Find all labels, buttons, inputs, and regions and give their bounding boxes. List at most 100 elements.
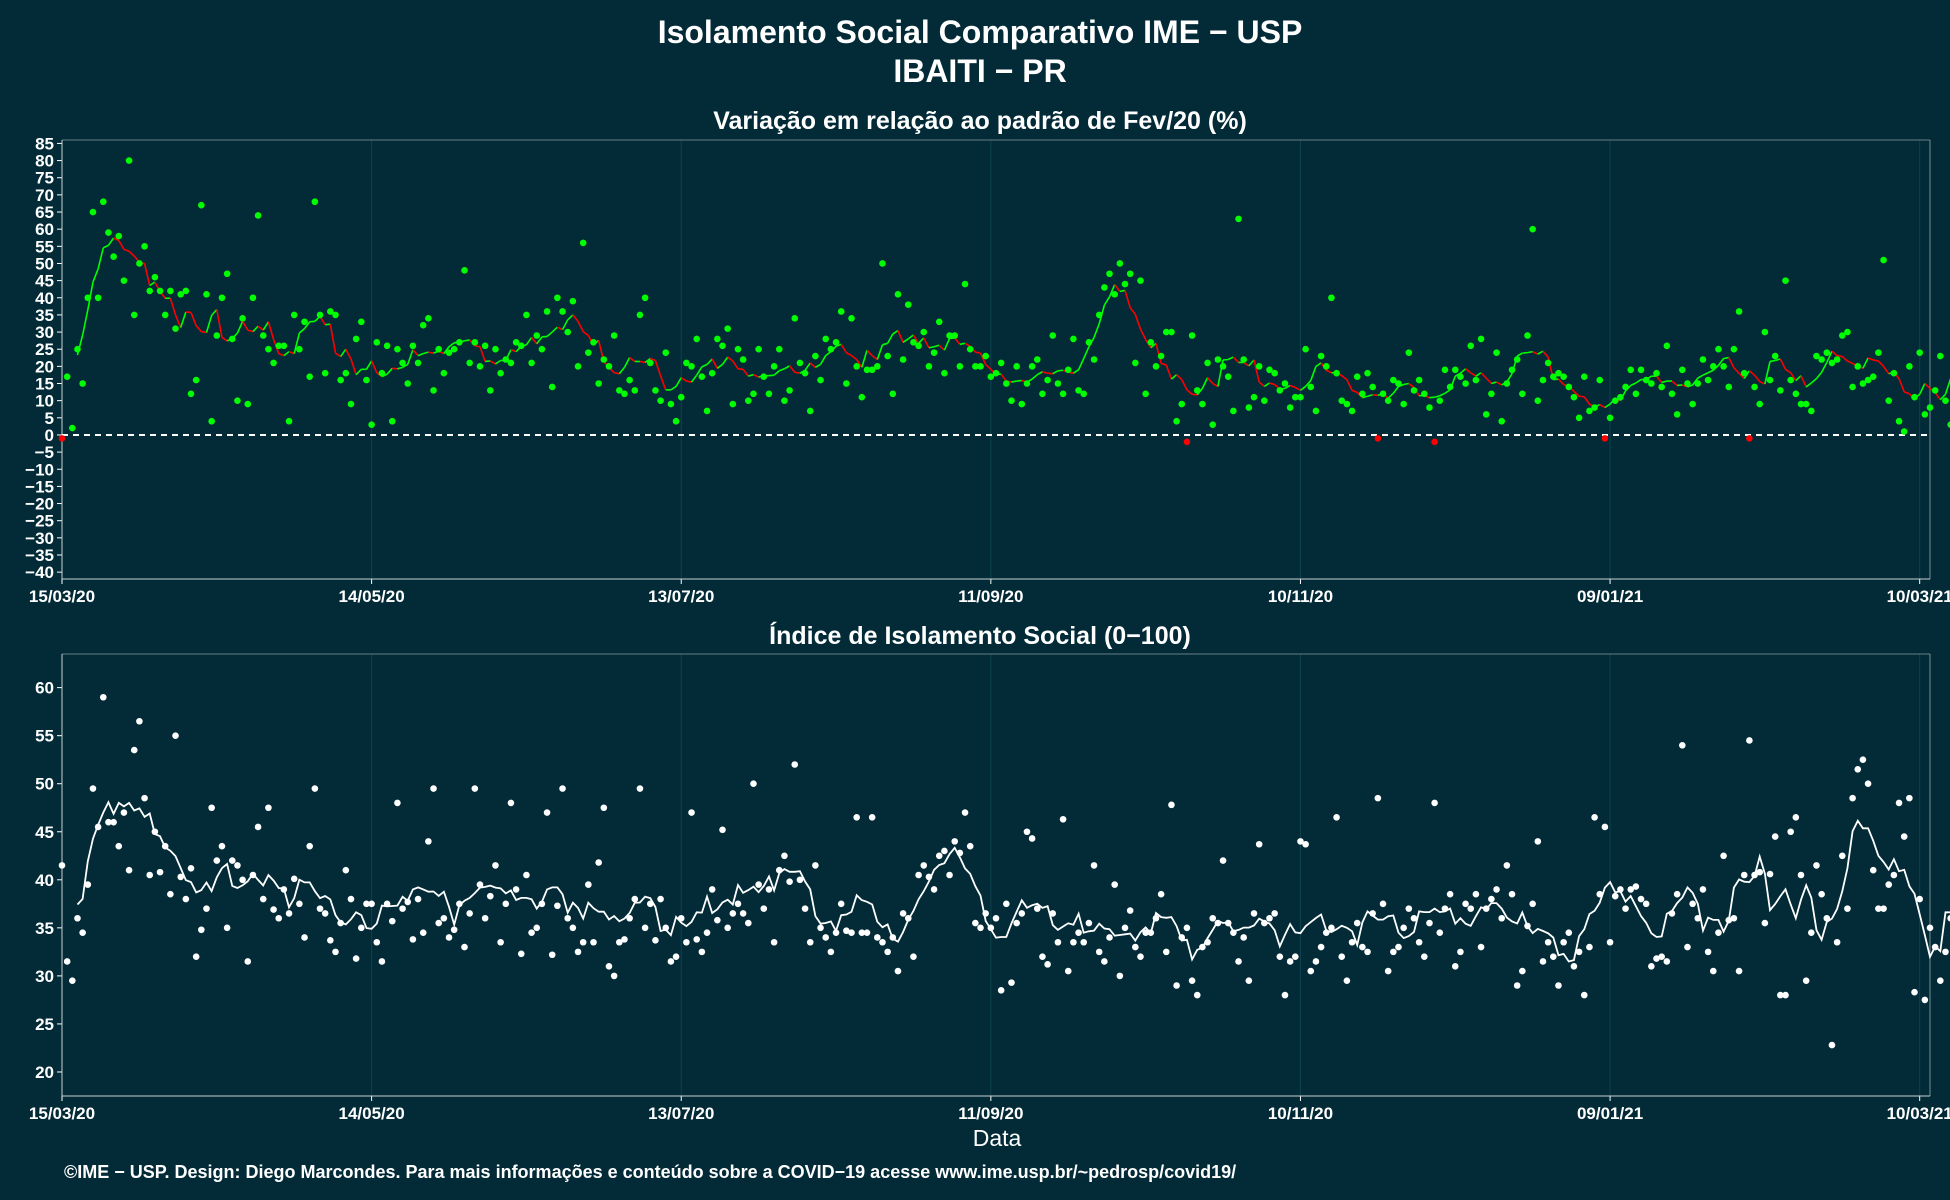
data-point	[512, 339, 520, 346]
data-point	[1240, 934, 1247, 941]
data-point	[1348, 938, 1356, 946]
moving-average-segment	[530, 336, 538, 345]
y-tick-label: −40	[25, 563, 54, 582]
moving-average-segment	[943, 338, 951, 351]
data-point	[1488, 390, 1495, 398]
moving-average-segment	[835, 343, 842, 348]
x-tick-label: 11/09/20	[958, 587, 1023, 606]
data-point	[1250, 910, 1258, 917]
data-point	[94, 294, 102, 302]
data-point	[1281, 991, 1289, 999]
data-point	[1704, 948, 1712, 956]
data-point	[585, 881, 592, 888]
moving-average-segment	[107, 237, 115, 246]
data-point	[1173, 982, 1180, 989]
moving-average-segment	[912, 334, 920, 344]
moving-average-segment	[928, 345, 935, 349]
data-point	[853, 363, 860, 370]
data-point	[1039, 390, 1046, 398]
data-point	[1023, 380, 1031, 387]
chart-title: Isolamento Social Comparativo IME − USP	[658, 14, 1303, 50]
moving-average-segment	[1738, 372, 1745, 380]
y-tick-label: 85	[35, 134, 54, 153]
data-point	[605, 962, 613, 970]
data-point	[564, 914, 572, 922]
data-point	[1735, 967, 1743, 975]
data-point	[1477, 335, 1485, 343]
data-point	[1121, 280, 1129, 288]
data-point	[1436, 929, 1444, 936]
data-point	[404, 898, 412, 906]
moving-average-segment	[876, 344, 884, 360]
data-point	[1813, 862, 1820, 869]
data-point	[889, 390, 897, 398]
moving-average-segment	[1367, 394, 1373, 398]
data-point	[1049, 910, 1057, 917]
data-point	[1694, 380, 1702, 387]
data-point	[1787, 376, 1794, 384]
data-point	[688, 809, 695, 816]
data-point	[523, 871, 530, 879]
data-point	[125, 866, 133, 874]
moving-average-segment	[546, 331, 553, 338]
data-point	[1586, 943, 1593, 951]
data-point	[688, 363, 695, 370]
data-point	[982, 352, 989, 360]
data-point	[874, 363, 881, 370]
moving-average-segment	[123, 248, 130, 252]
data-point	[1529, 900, 1536, 908]
data-point	[1291, 953, 1299, 960]
data-point	[1746, 737, 1753, 744]
data-point	[1828, 1041, 1836, 1049]
data-point	[1297, 838, 1304, 845]
data-point	[1147, 929, 1155, 936]
moving-average-segment	[1232, 356, 1240, 363]
data-point	[363, 900, 370, 908]
data-point	[347, 400, 355, 408]
data-point	[646, 900, 654, 908]
data-point	[1673, 890, 1681, 898]
moving-average-segment	[1671, 380, 1678, 387]
x-tick-label: 10/11/20	[1268, 587, 1333, 606]
data-point	[1797, 400, 1805, 408]
data-point	[1642, 900, 1650, 908]
moving-average-segment	[1103, 296, 1111, 306]
moving-average-segment	[81, 309, 89, 336]
data-point	[1859, 380, 1867, 387]
moving-average-segment	[809, 362, 816, 368]
moving-average-segment	[1491, 381, 1497, 385]
data-point	[1565, 383, 1573, 391]
data-point	[1214, 356, 1222, 363]
data-point	[306, 842, 313, 850]
data-point	[915, 871, 922, 879]
moving-average-segment	[629, 356, 636, 363]
data-point	[1906, 363, 1913, 370]
data-point	[1622, 383, 1629, 391]
moving-average-segment	[216, 309, 223, 338]
moving-average-segment	[1903, 391, 1910, 395]
data-point	[1070, 938, 1077, 946]
data-point	[1503, 380, 1511, 387]
data-point	[672, 953, 680, 960]
data-point	[1111, 291, 1118, 298]
data-point	[213, 857, 221, 864]
data-point	[662, 349, 670, 356]
moving-average-segment	[329, 324, 337, 354]
moving-average-segment	[856, 359, 863, 368]
data-point	[1348, 407, 1356, 415]
data-point	[1312, 958, 1320, 965]
data-point	[554, 294, 561, 302]
data-point	[1441, 366, 1449, 374]
data-point	[1343, 400, 1351, 408]
moving-average-segment	[1697, 374, 1704, 379]
data-point	[352, 335, 360, 343]
data-point	[1591, 814, 1598, 821]
moving-average-segment	[1176, 374, 1183, 381]
data-point	[265, 804, 272, 812]
data-point	[548, 951, 556, 959]
data-point	[1188, 332, 1196, 339]
data-point	[1333, 814, 1340, 821]
moving-average-segment	[907, 334, 914, 340]
moving-average-segment	[1129, 307, 1136, 315]
data-point	[904, 914, 912, 922]
